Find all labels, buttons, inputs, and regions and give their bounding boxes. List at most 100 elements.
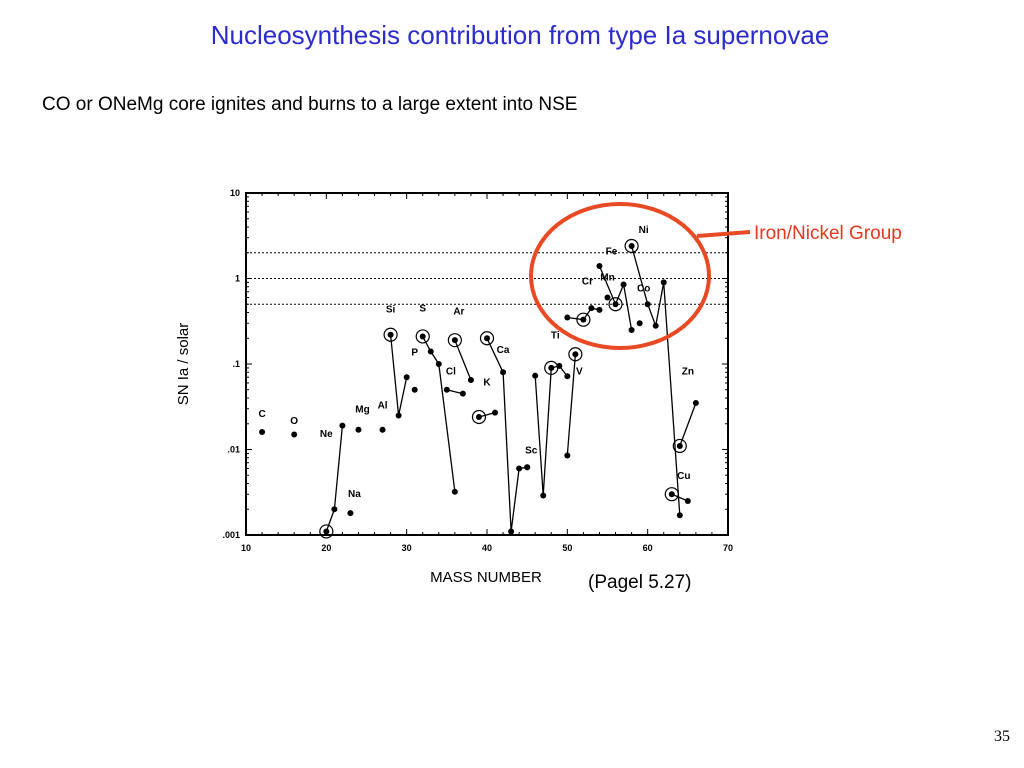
element-label: C bbox=[258, 409, 265, 420]
element-series-si bbox=[383, 327, 410, 419]
element-label: K bbox=[483, 378, 491, 389]
iron-nickel-circle bbox=[529, 202, 711, 350]
y-tick-label: .1 bbox=[232, 359, 240, 369]
element-labels: C O Ne Na Mg Al Si P S Cl Ar K Ca Sc Ti V Cr Mn Fe Co Ni Cu Zn bbox=[258, 225, 693, 500]
x-axis-label: MASS NUMBER bbox=[430, 569, 542, 586]
data-point-ring bbox=[415, 329, 430, 344]
axis-ticks: 10 20 30 40 50 60 70 .001 .01 .1 1 10 bbox=[222, 188, 733, 553]
data-point bbox=[596, 263, 603, 270]
element-series-co bbox=[636, 320, 643, 327]
element-series-fe bbox=[596, 263, 635, 333]
element-label: Ar bbox=[453, 306, 464, 317]
element-label: Fe bbox=[606, 247, 618, 258]
element-series-v bbox=[564, 347, 583, 459]
data-point bbox=[524, 464, 531, 471]
series-line bbox=[679, 402, 697, 447]
data-point bbox=[564, 452, 571, 459]
data-point bbox=[588, 305, 595, 312]
y-tick-label: .01 bbox=[227, 445, 240, 455]
element-label: Co bbox=[637, 284, 650, 295]
data-point bbox=[467, 376, 474, 383]
data-point bbox=[532, 372, 539, 379]
data-point-ring bbox=[568, 347, 583, 362]
x-tick-label: 70 bbox=[723, 543, 733, 553]
data-point bbox=[347, 510, 354, 517]
element-label: Cl bbox=[446, 367, 456, 378]
data-point bbox=[636, 320, 643, 327]
element-label: S bbox=[419, 304, 426, 315]
page-number: 35 bbox=[994, 728, 1010, 745]
slide-title: Nucleosynthesis contribution from type I… bbox=[210, 20, 830, 50]
element-label: Ni bbox=[639, 225, 649, 236]
data-point bbox=[676, 442, 683, 449]
iron-nickel-label: Iron/Nickel Group bbox=[754, 223, 902, 244]
element-series-na bbox=[347, 510, 354, 517]
data-point bbox=[692, 399, 699, 406]
element-label: O bbox=[290, 416, 298, 427]
data-point bbox=[604, 294, 611, 301]
element-label: Na bbox=[348, 489, 361, 500]
series-line bbox=[598, 265, 633, 331]
element-series-k bbox=[471, 409, 499, 425]
series-line bbox=[454, 339, 472, 381]
y-tick-label: .001 bbox=[222, 530, 240, 540]
series-line bbox=[422, 336, 456, 492]
y-tick-label: 10 bbox=[230, 188, 240, 198]
data-point-ring bbox=[383, 327, 398, 342]
series-line bbox=[389, 334, 408, 416]
data-point bbox=[492, 409, 499, 416]
data-point bbox=[259, 429, 266, 436]
element-series-ti bbox=[532, 360, 571, 499]
data-point bbox=[596, 306, 603, 313]
series-line bbox=[325, 425, 344, 532]
y-axis-label: SN Ia / solar bbox=[175, 323, 192, 406]
citation: (Pagel 5.27) bbox=[588, 572, 692, 593]
data-point-ring bbox=[319, 524, 334, 539]
x-tick-label: 60 bbox=[643, 543, 653, 553]
element-series-cu bbox=[664, 487, 691, 504]
data-point bbox=[500, 369, 507, 376]
data-point bbox=[556, 362, 563, 369]
element-label: Ne bbox=[320, 429, 333, 440]
data-point-ring bbox=[447, 333, 462, 348]
data-point bbox=[548, 364, 555, 371]
element-series-mg bbox=[355, 426, 362, 433]
x-tick-label: 20 bbox=[321, 543, 331, 553]
callout-connector bbox=[696, 230, 751, 238]
data-point bbox=[620, 281, 627, 288]
data-point bbox=[427, 348, 434, 355]
x-tick-label: 50 bbox=[562, 543, 572, 553]
data-point bbox=[403, 374, 410, 381]
element-series-ni bbox=[624, 238, 683, 519]
y-tick-label: 1 bbox=[235, 274, 240, 284]
data-point bbox=[508, 528, 515, 535]
element-series-sc bbox=[524, 464, 531, 471]
element-series-ar bbox=[447, 333, 474, 383]
series-line bbox=[534, 365, 568, 496]
data-point bbox=[459, 390, 466, 397]
x-tick-label: 30 bbox=[402, 543, 412, 553]
data-point bbox=[379, 426, 386, 433]
data-point bbox=[475, 413, 482, 420]
data-point bbox=[628, 326, 635, 333]
slide-subtitle: CO or ONeMg core ignites and burns to a … bbox=[42, 94, 578, 115]
element-series-cl bbox=[443, 386, 466, 397]
data-point bbox=[331, 506, 338, 513]
data-point-ring bbox=[608, 297, 623, 312]
element-label: Mn bbox=[600, 272, 614, 283]
data-point bbox=[564, 314, 571, 321]
element-label: Ti bbox=[551, 330, 560, 341]
element-series-p bbox=[411, 386, 418, 393]
data-point bbox=[572, 351, 579, 358]
element-label: Sc bbox=[525, 445, 538, 456]
element-series-ne bbox=[319, 422, 346, 539]
data-point bbox=[451, 337, 458, 344]
data-point-ring bbox=[664, 487, 679, 502]
data-point bbox=[676, 512, 683, 519]
data-point bbox=[652, 322, 659, 329]
element-series-zn bbox=[672, 399, 699, 454]
data-point bbox=[387, 331, 394, 338]
data-point bbox=[668, 491, 675, 498]
element-series-o bbox=[291, 431, 298, 438]
data-point bbox=[660, 279, 667, 286]
